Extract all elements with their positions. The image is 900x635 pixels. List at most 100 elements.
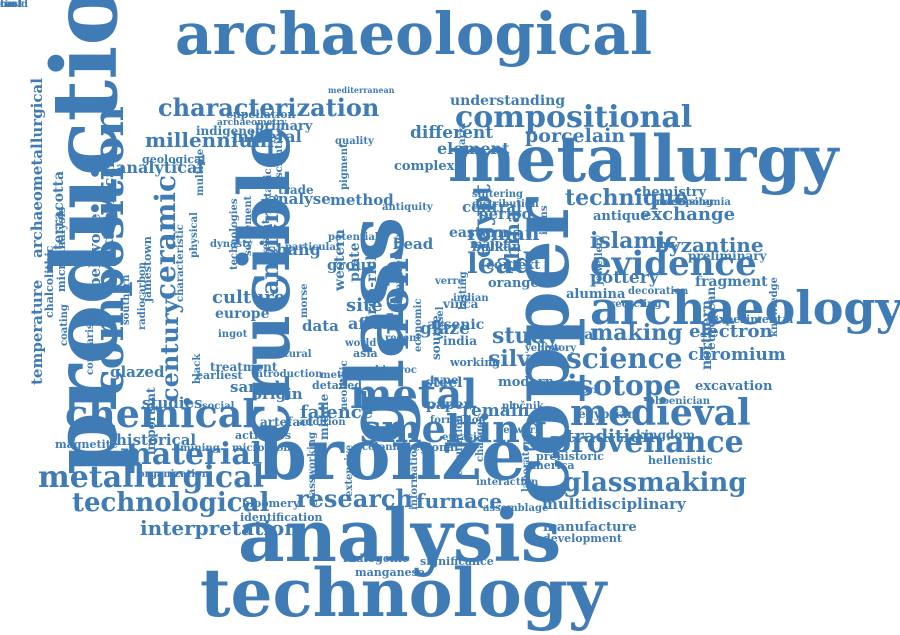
word-changes: changes xyxy=(476,416,486,462)
word-significance: significance xyxy=(420,556,494,567)
word-history: history xyxy=(537,344,576,354)
word-present: present xyxy=(262,219,272,262)
word-understanding: understanding xyxy=(450,94,565,108)
word-interaction: interaction xyxy=(476,478,538,488)
word-identification: identification xyxy=(240,512,323,523)
word-verre: verre xyxy=(435,277,464,287)
word-vessel: vessel xyxy=(436,306,446,340)
word-mining: mining xyxy=(180,444,220,454)
word-major: major xyxy=(470,238,509,250)
word-india: india xyxy=(443,335,477,347)
word-bloomery: bloomery xyxy=(242,498,299,509)
word-potential: potential xyxy=(328,233,379,243)
word-hellenistic: hellenistic xyxy=(648,455,713,466)
word-kingdom: kingdom xyxy=(636,429,695,441)
word-microanalysis: microanalysis xyxy=(56,207,67,292)
word-coating: coating xyxy=(60,304,70,346)
word-magnetite: magnetite xyxy=(55,439,118,450)
word-colonial: colonial xyxy=(362,443,407,453)
word-decoration: decoration xyxy=(628,287,688,297)
word-morse: morse xyxy=(300,283,310,318)
word-porcelain: porcelain xyxy=(525,127,625,146)
word-characteristic: characteristic xyxy=(176,224,186,302)
word-information: information xyxy=(410,443,420,510)
word-radiogenic: radiogenic xyxy=(343,553,409,564)
word-development: development xyxy=(543,533,622,544)
word-working: working xyxy=(450,357,500,368)
word-culture: culture xyxy=(212,289,285,307)
word-beloyode: beloyode xyxy=(88,214,103,289)
word-social: social xyxy=(202,402,234,412)
word-circulation: circulation xyxy=(455,415,465,476)
word-antique: antique xyxy=(593,210,649,223)
word-several: several xyxy=(543,328,599,342)
word-icons: icons xyxy=(540,206,550,235)
word-science: science xyxy=(566,345,682,373)
word-sample: sample xyxy=(230,380,290,395)
word-recycling: recycling xyxy=(610,300,661,310)
word-metalwork: metalwork xyxy=(541,386,600,396)
word-multidisciplinary: multidisciplinary xyxy=(542,497,686,512)
word-black: black xyxy=(193,354,203,384)
word-context: context xyxy=(486,259,540,272)
word-bulgaria: bulgaria xyxy=(458,123,468,170)
word-recent: recent xyxy=(385,334,421,344)
word-activities: activities xyxy=(235,430,291,441)
word-processing: processing xyxy=(652,198,713,208)
word-trade: trade xyxy=(278,184,314,196)
word-organization: organization xyxy=(138,470,209,480)
word-manganese: manganese xyxy=(355,567,425,578)
word-extensive: extensive xyxy=(345,445,355,497)
word-cast: cast xyxy=(0,0,23,10)
word-archaeometallurgical: archaeometallurgical xyxy=(30,78,45,258)
word-type: type xyxy=(430,374,459,386)
word-element: element xyxy=(437,141,510,157)
word-treatment: treatment xyxy=(210,361,277,373)
word-assemblage: assemblage xyxy=(483,504,548,514)
word-archaeological: archaeological xyxy=(175,5,652,63)
word-workshop: workshop xyxy=(102,202,116,278)
word-glassmaking: glassmaking xyxy=(563,470,747,496)
word-metallurgy: metallurgy xyxy=(448,128,838,192)
word-technologies: technologies xyxy=(230,198,240,270)
word-important: important xyxy=(145,387,157,455)
word-experimental: experimental xyxy=(712,314,793,325)
word-addition: addition xyxy=(299,418,346,428)
word-knowledge: knowledge xyxy=(770,277,780,337)
word-preliminary: preliminary xyxy=(688,250,767,262)
word-antiquity: antiquity xyxy=(382,203,433,213)
word-century: century xyxy=(158,300,182,402)
word-scientific: scientific xyxy=(275,127,285,178)
word-comparison: comparison xyxy=(86,310,96,375)
word-metallic: metallic xyxy=(264,168,274,214)
word-ingot: ingot xyxy=(218,330,247,340)
word-making: making xyxy=(590,322,683,344)
word-exchange: exchange xyxy=(640,206,735,224)
word-detailed: detailed xyxy=(312,380,362,391)
word-plo-nik: pločnik xyxy=(502,402,544,412)
word-radiocarbon: radiocarbon xyxy=(138,262,148,330)
word-proc: proc xyxy=(392,366,417,376)
word-indian: indian xyxy=(453,294,489,304)
word-data: data xyxy=(302,319,339,334)
word-pigment: pigment xyxy=(340,143,350,190)
word-phoenician: phoenician xyxy=(648,397,710,407)
word-iron-rich: iron-rich xyxy=(365,251,379,320)
word-microprobe: microprobe xyxy=(232,444,297,454)
word-orange: orange xyxy=(488,277,539,290)
word-plate: plate xyxy=(348,242,362,282)
word-cultural: cultural xyxy=(267,350,312,360)
word-world: world xyxy=(345,339,376,349)
word-network: network xyxy=(496,426,542,436)
word-complex: complex xyxy=(394,160,454,173)
word-mediterranean: mediterranean xyxy=(328,86,395,94)
word-quality: quality xyxy=(335,137,374,147)
word-southern: southern xyxy=(122,275,132,325)
word-proto: proto xyxy=(345,369,375,379)
word-multiple: multiple xyxy=(196,149,206,196)
word-america: america xyxy=(525,460,575,471)
word-physical: physical xyxy=(190,212,200,258)
word-glazed: glazed xyxy=(110,365,164,380)
word-excavation: excavation xyxy=(695,380,772,393)
